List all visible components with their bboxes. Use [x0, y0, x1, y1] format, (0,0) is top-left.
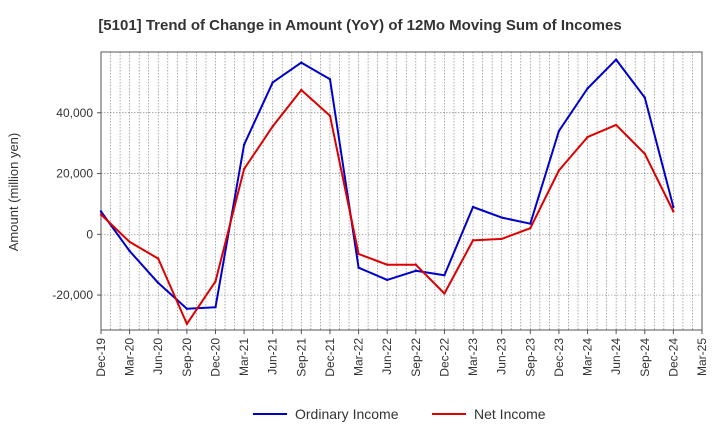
data-point: [214, 280, 217, 283]
data-point: [357, 252, 360, 256]
x-tick-label: Jun-21: [266, 338, 280, 375]
y-axis-label: Amount (million yen): [6, 133, 21, 252]
x-tick-label: Dec-21: [323, 338, 337, 377]
x-tick-label: Dec-22: [437, 338, 451, 377]
x-tick-label: Sep-20: [180, 338, 194, 377]
data-point: [614, 58, 618, 61]
x-tick-label: Dec-23: [552, 338, 566, 377]
data-point: [500, 237, 503, 241]
data-point: [128, 240, 131, 244]
data-point: [185, 307, 189, 310]
x-tick-label: Jun-23: [495, 338, 509, 375]
data-point: [443, 292, 446, 295]
x-tick-label: Sep-23: [523, 338, 537, 377]
data-point: [557, 169, 561, 172]
legend-label: Ordinary Income: [295, 406, 399, 422]
data-point: [557, 129, 561, 133]
x-tick-label: Sep-22: [409, 338, 423, 377]
data-point: [672, 210, 675, 213]
data-point: [328, 78, 332, 81]
data-point: [99, 213, 103, 216]
data-point: [586, 87, 589, 90]
data-point: [300, 61, 303, 64]
series-layer: [99, 58, 675, 326]
y-tick-label: 20,000: [56, 167, 93, 181]
data-point: [328, 114, 332, 118]
data-point: [471, 205, 475, 209]
data-point: [385, 263, 389, 266]
y-tick-label: 0: [86, 227, 93, 241]
x-tick-label: Mar-25: [695, 338, 709, 376]
data-point: [414, 263, 418, 266]
chart-title: [5101] Trend of Change in Amount (YoY) o…: [98, 17, 621, 34]
data-point: [385, 278, 389, 282]
y-tick-label: -20,000: [52, 288, 93, 302]
data-point: [672, 205, 675, 209]
plot-frame: [100, 51, 703, 331]
x-tick-label: Sep-24: [638, 338, 652, 377]
x-axis-ticks: Dec-19 Mar-20 Jun-20 Sep-20 Dec-20 Mar-21 Jun-…: [94, 330, 709, 377]
x-tick-label: Mar-21: [237, 338, 251, 376]
data-point: [614, 123, 618, 127]
x-tick-label: Sep-21: [294, 338, 308, 377]
data-point: [529, 222, 532, 225]
data-point: [157, 281, 160, 285]
legend: Ordinary Income Net Income: [253, 406, 546, 422]
data-point: [500, 216, 503, 219]
x-tick-label: Jun-22: [380, 338, 394, 375]
data-point: [586, 135, 589, 139]
data-point: [242, 143, 246, 146]
x-tick-label: Jun-20: [151, 338, 165, 375]
x-tick-label: Dec-19: [94, 338, 108, 377]
x-tick-label: Dec-20: [208, 338, 222, 377]
data-point: [99, 210, 103, 213]
data-point: [357, 266, 360, 269]
y-tick-label: 40,000: [56, 106, 93, 120]
data-point: [128, 249, 131, 253]
x-tick-label: Mar-22: [352, 338, 366, 376]
data-point: [157, 257, 160, 260]
x-tick-label: Dec-24: [666, 338, 680, 377]
data-point: [300, 88, 303, 92]
legend-label: Net Income: [474, 406, 546, 422]
data-point: [214, 306, 217, 309]
x-tick-label: Mar-24: [581, 338, 595, 376]
data-point: [414, 269, 418, 272]
data-point: [271, 81, 274, 84]
x-tick-label: Mar-20: [123, 338, 137, 376]
data-point: [185, 322, 189, 326]
data-point: [271, 125, 274, 128]
data-point: [643, 96, 646, 99]
data-point: [529, 227, 532, 230]
data-point: [242, 167, 246, 171]
x-tick-label: Mar-23: [466, 338, 480, 376]
data-point: [471, 239, 475, 242]
plot-grid: [100, 52, 703, 330]
x-tick-label: Jun-24: [609, 338, 623, 375]
data-point: [643, 152, 646, 155]
data-point: [443, 274, 446, 277]
y-axis-ticks: -20,000 0 20,000 40,000: [52, 106, 101, 302]
